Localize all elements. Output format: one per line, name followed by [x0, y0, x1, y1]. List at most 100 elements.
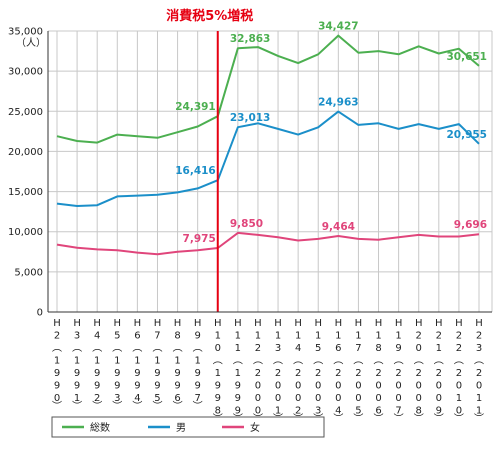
x-tick-char: 0 [315, 393, 321, 404]
x-tick-char: 2 [54, 331, 60, 342]
x-tick-char: 0 [456, 381, 462, 392]
x-tick-char: 0 [395, 393, 401, 404]
x-tick-char: 1 [235, 368, 241, 379]
x-tick-char: H [214, 318, 222, 329]
y-tick-label: 10,000 [8, 227, 43, 238]
x-tick-char: H [355, 318, 363, 329]
x-tick-paren: ︵ [72, 343, 82, 354]
x-tick-char: 2 [456, 343, 462, 354]
x-tick-char: 2 [476, 368, 482, 379]
x-tick-char: 2 [255, 368, 261, 379]
legend-label: 総数 [90, 421, 110, 434]
x-tick-paren: ︵ [92, 343, 102, 354]
x-tick-char: 1 [355, 331, 361, 342]
x-tick-char: 2 [436, 331, 442, 342]
x-tick-char: H [73, 318, 81, 329]
x-tick-char: 0 [315, 381, 321, 392]
x-tick-char: 1 [235, 343, 241, 354]
x-tick-char: 1 [476, 393, 482, 404]
x-tick-char: 9 [215, 393, 221, 404]
x-tick-char: 1 [174, 356, 180, 367]
x-tick-char: 0 [375, 381, 381, 392]
x-tick-char: 5 [355, 406, 361, 417]
tax-increase-annotation: 消費税5%増税 [166, 8, 253, 24]
x-tick-char: 1 [275, 331, 281, 342]
y-tick-label: 35,000 [8, 27, 43, 38]
x-tick-char: 4 [94, 331, 100, 342]
x-tick-char: 5 [154, 393, 160, 404]
x-tick-char: 9 [54, 368, 60, 379]
x-tick-paren: ︶ [52, 401, 62, 413]
y-axis-unit-label: （人） [16, 37, 46, 49]
x-tick-char: 2 [456, 331, 462, 342]
x-tick-char: 9 [154, 368, 160, 379]
x-tick-char: 2 [416, 331, 422, 342]
x-tick-paren: ︵ [132, 343, 142, 354]
x-tick-char: 9 [134, 368, 140, 379]
x-tick-char: 0 [295, 381, 301, 392]
x-tick-char: 5 [315, 343, 321, 354]
x-tick-char: 2 [416, 368, 422, 379]
x-tick-char: 1 [94, 356, 100, 367]
x-tick-label: H 17 ︵2 00 5︶ [353, 318, 363, 425]
x-tick-label: H 19 ︵2 00 7︶ [394, 318, 404, 425]
x-tick-char: 1 [194, 356, 200, 367]
x-tick-char: H [234, 318, 242, 329]
data-label: 30,651 [446, 51, 487, 63]
x-tick-char: 9 [194, 381, 200, 392]
x-tick-paren: ︶ [434, 413, 444, 425]
x-tick-char: 2 [335, 368, 341, 379]
x-tick-paren: ︵ [253, 356, 263, 367]
x-tick-char: 0 [215, 343, 221, 354]
axes [47, 31, 492, 313]
x-tick-char: H [475, 318, 483, 329]
x-tick-char: H [314, 318, 322, 329]
series-line-女 [56, 231, 480, 256]
legend-box [51, 416, 325, 438]
x-tick-char: H [93, 318, 101, 329]
x-tick-char: 9 [235, 381, 241, 392]
x-tick-char: 0 [295, 393, 301, 404]
x-tick-char: 1 [154, 356, 160, 367]
x-tick-char: 4 [295, 343, 301, 354]
x-tick-paren: ︵ [374, 356, 384, 367]
x-tick-char: 9 [54, 381, 60, 392]
x-tick-char: 2 [476, 331, 482, 342]
x-tick-char: 5 [114, 331, 120, 342]
x-tick-char: 2 [295, 368, 301, 379]
x-tick-paren: ︶ [474, 413, 484, 425]
x-tick-char: H [294, 318, 302, 329]
x-tick-char: 9 [194, 368, 200, 379]
x-tick-paren: ︶ [454, 413, 464, 425]
data-label: 7,975 [183, 233, 216, 245]
data-label: 9,696 [454, 219, 487, 231]
y-tick-label: 0 [37, 308, 43, 319]
x-tick-char: 0 [476, 381, 482, 392]
x-tick-char: 1 [476, 406, 482, 417]
x-tick-char: 0 [54, 393, 60, 404]
x-tick-char: 4 [134, 393, 140, 404]
x-tick-char: 1 [134, 356, 140, 367]
data-label: 24,963 [318, 97, 359, 109]
x-tick-paren: ︵ [353, 356, 363, 367]
x-tick-char: 9 [194, 331, 200, 342]
x-tick-char: 8 [174, 331, 180, 342]
x-tick-char: 0 [355, 381, 361, 392]
x-tick-char: H [435, 318, 443, 329]
x-tick-char: 8 [215, 406, 221, 417]
x-tick-char: 9 [235, 406, 241, 417]
x-tick-paren: ︶ [193, 401, 203, 413]
x-tick-char: 1 [375, 331, 381, 342]
x-tick-char: 6 [134, 331, 140, 342]
x-tick-char: 1 [54, 356, 60, 367]
x-tick-char: 0 [436, 393, 442, 404]
x-tick-paren: ︵ [474, 356, 484, 367]
